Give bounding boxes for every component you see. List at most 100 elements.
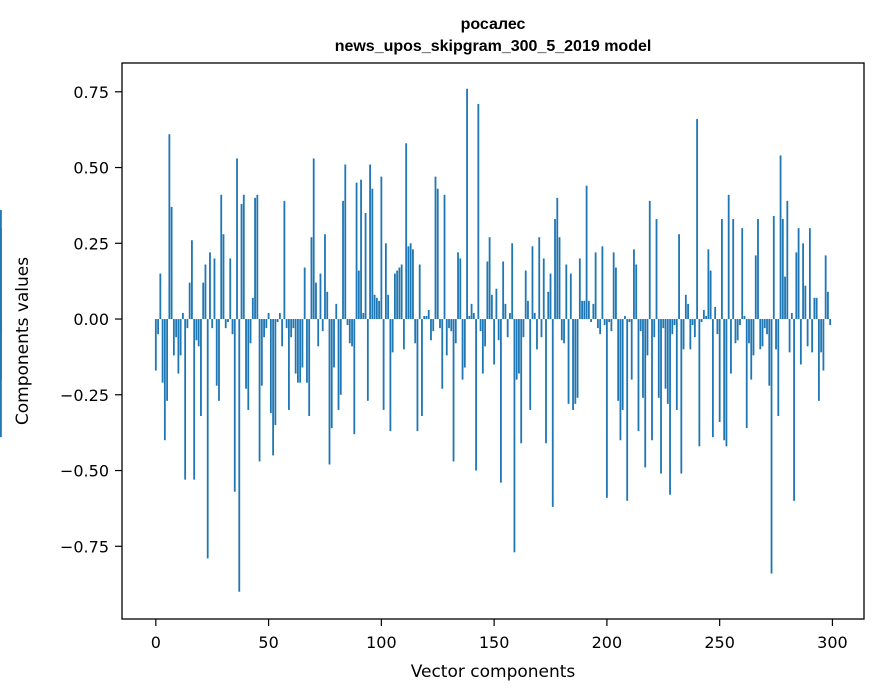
bar-component-87 xyxy=(351,319,353,347)
bar-component-277 xyxy=(779,155,782,320)
bar-component-265 xyxy=(752,319,755,356)
bar-component-173 xyxy=(545,319,547,444)
bar-component-59 xyxy=(287,319,290,410)
bar-component-289 xyxy=(806,319,809,347)
y-tick-label: 0.25 xyxy=(73,234,109,253)
bar-component-261 xyxy=(743,316,746,320)
bar-component-131 xyxy=(450,319,453,332)
bar-component-71 xyxy=(315,282,317,320)
bar-component-209 xyxy=(626,319,629,501)
bar-component-137 xyxy=(463,319,466,368)
bar-component-132 xyxy=(452,319,455,462)
bar-component-220 xyxy=(651,319,653,441)
bar-component-121 xyxy=(427,309,430,320)
bar-component-214 xyxy=(637,319,640,432)
bar-component-3 xyxy=(161,319,164,383)
bar-component-9 xyxy=(175,319,178,338)
bar-component-219 xyxy=(648,200,651,320)
bar-component-178 xyxy=(556,197,559,320)
x-tick-label: 50 xyxy=(258,633,278,652)
bar-component-8 xyxy=(172,319,175,356)
bar-component-190 xyxy=(583,300,586,320)
bar-component-256 xyxy=(732,219,735,320)
bar-component-155 xyxy=(504,303,507,320)
bar-component-undefined xyxy=(0,319,2,438)
bar-component-141 xyxy=(472,312,475,320)
bar-component-52 xyxy=(272,319,275,456)
bar-component-182 xyxy=(565,264,568,320)
bar-component-13 xyxy=(184,319,187,480)
y-axis-label: Components values xyxy=(13,257,33,425)
bar-component-183 xyxy=(567,319,570,404)
bar-component-undefined xyxy=(0,209,2,320)
bar-component-100 xyxy=(380,176,383,320)
bar-component-242 xyxy=(700,319,703,323)
bars-group xyxy=(0,88,832,592)
bar-component-181 xyxy=(563,319,565,344)
bar-component-229 xyxy=(671,319,674,335)
bar-component-230 xyxy=(673,319,676,326)
bar-component-26 xyxy=(213,258,216,320)
bar-component-15 xyxy=(188,282,191,320)
bar-component-96 xyxy=(371,188,374,320)
bar-component-194 xyxy=(592,303,595,320)
bar-component-272 xyxy=(768,319,771,386)
bar-component-67 xyxy=(306,319,308,383)
bar-component-21 xyxy=(202,282,205,320)
bar-component-135 xyxy=(459,258,462,320)
bar-component-227 xyxy=(666,319,669,404)
bar-component-66 xyxy=(303,267,306,320)
bar-component-31 xyxy=(224,319,227,329)
bar-component-127 xyxy=(441,319,444,389)
bar-component-244 xyxy=(705,316,708,320)
bar-component-58 xyxy=(285,319,288,329)
bar-component-30 xyxy=(222,234,225,320)
bar-component-251 xyxy=(721,219,723,320)
bar-component-188 xyxy=(578,258,581,320)
bar-component-29 xyxy=(220,194,223,320)
x-axis-ticks: 0 50 100 150 200 250 300 xyxy=(151,619,848,652)
bar-component-274 xyxy=(772,216,775,320)
bar-component-45 xyxy=(256,194,259,320)
bar-component-99 xyxy=(378,300,381,320)
bar-component-44 xyxy=(254,197,256,320)
bar-component-152 xyxy=(497,319,500,341)
bar-component-42 xyxy=(249,319,252,344)
bar-component-101 xyxy=(382,319,385,410)
bar-component-122 xyxy=(430,319,432,341)
bar-component-41 xyxy=(247,319,250,410)
x-tick-label: 200 xyxy=(592,633,623,652)
bar-component-60 xyxy=(290,319,293,338)
bar-component-170 xyxy=(538,237,541,320)
bar-component-12 xyxy=(181,312,184,320)
bar-component-212 xyxy=(633,249,635,320)
bar-component-77 xyxy=(328,319,331,465)
bar-component-247 xyxy=(711,319,714,438)
bar-component-236 xyxy=(687,303,689,320)
bar-component-97 xyxy=(373,294,376,320)
bar-component-223 xyxy=(657,319,660,398)
bar-component-238 xyxy=(691,319,694,326)
bar-component-174 xyxy=(547,291,550,320)
bar-component-192 xyxy=(587,300,590,320)
bar-component-211 xyxy=(630,319,633,380)
bar-component-107 xyxy=(396,270,399,320)
bar-component-224 xyxy=(660,319,662,474)
bar-component-93 xyxy=(364,212,367,320)
bar-component-283 xyxy=(793,319,795,501)
bar-component-116 xyxy=(416,319,419,432)
bar-component-282 xyxy=(790,312,793,320)
bar-component-145 xyxy=(481,319,484,374)
y-tick-label: 0.00 xyxy=(73,310,109,329)
y-tick-label: 0.75 xyxy=(73,83,109,102)
y-tick-label: −0.25 xyxy=(60,386,109,405)
bar-component-159 xyxy=(513,319,516,553)
bar-component-47 xyxy=(260,319,263,386)
bar-component-205 xyxy=(617,319,620,401)
bar-component-222 xyxy=(655,219,658,320)
bar-component-218 xyxy=(646,319,649,356)
bar-component-63 xyxy=(297,319,299,383)
bar-component-264 xyxy=(750,319,753,380)
bar-component-184 xyxy=(569,273,572,320)
